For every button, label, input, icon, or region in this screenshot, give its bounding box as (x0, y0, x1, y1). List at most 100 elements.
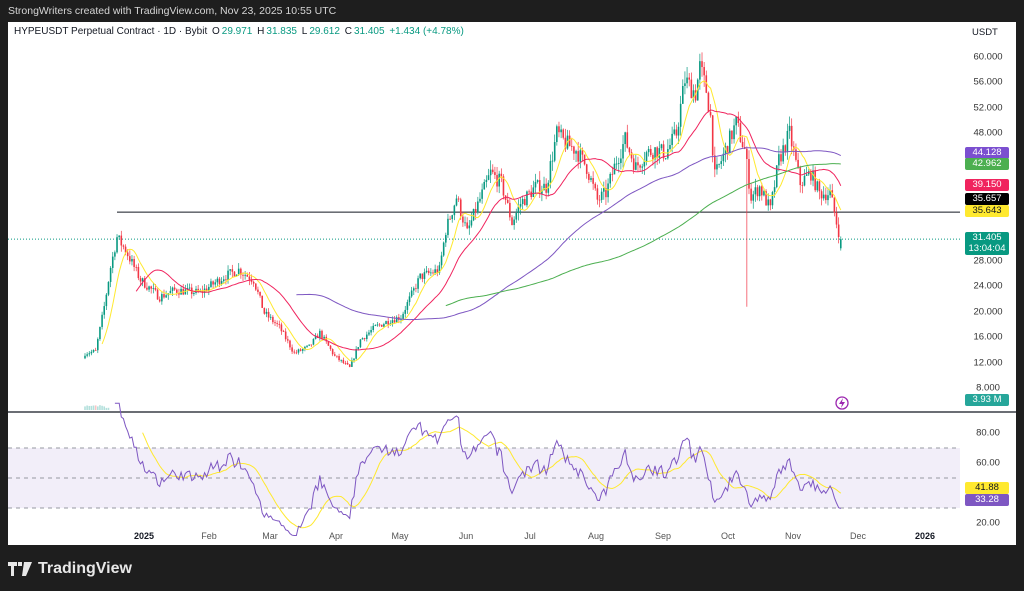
candle-body (654, 147, 656, 160)
candle-body (440, 255, 443, 266)
candle-body (310, 344, 313, 346)
candle-body (178, 292, 180, 295)
volume-bar (92, 405, 95, 410)
candle-body (436, 269, 439, 274)
candle-body (449, 218, 451, 220)
price-tick[interactable]: 12.000 (973, 357, 1003, 369)
candle-body (193, 292, 195, 295)
candle-body (643, 161, 646, 167)
candle-body (797, 159, 799, 168)
candle-body (169, 290, 172, 294)
candle-body (692, 90, 695, 99)
price-tick[interactable]: 60.000 (973, 51, 1003, 63)
rsi-tick[interactable]: 60.00 (976, 457, 1000, 469)
candle-body (558, 126, 560, 133)
candle-body (208, 286, 210, 292)
candle-body (97, 339, 99, 351)
candle-body (210, 281, 212, 287)
time-tick-sep: Sep (654, 531, 672, 541)
price-tick[interactable]: 48.000 (973, 127, 1003, 139)
rsi-tick[interactable]: 20.00 (976, 517, 1000, 529)
price-label: 39.150 (965, 179, 1009, 191)
candle-body (372, 325, 375, 330)
candle-body (658, 148, 661, 158)
candle-body (590, 178, 592, 180)
volume-bar (107, 407, 110, 410)
chart-credit: StrongWriters created with TradingView.c… (8, 5, 337, 17)
candle-body (639, 165, 641, 168)
candle-body (645, 152, 648, 162)
candle-body (780, 154, 782, 162)
candle-body (184, 289, 187, 295)
candle-body (577, 151, 579, 162)
symbol-legend: HYPEUSDT Perpetual Contract · 1D · Bybit… (14, 26, 466, 37)
candle-body (664, 158, 667, 160)
candle-body (579, 150, 582, 162)
candle-body (295, 352, 298, 354)
candle-body (477, 201, 479, 213)
rsi-label: 33.28 (965, 494, 1009, 506)
brand-name: TradingView (38, 560, 132, 577)
price-tick[interactable]: 20.000 (973, 306, 1003, 318)
symbol-title[interactable]: HYPEUSDT Perpetual Contract · 1D · Bybit (14, 26, 208, 37)
candle-body (517, 206, 520, 214)
candle-body (261, 295, 264, 308)
candle-body (344, 362, 347, 364)
candle-body (269, 316, 272, 318)
price-tick[interactable]: 28.000 (973, 255, 1003, 267)
candle-body (603, 188, 605, 192)
candle-body (494, 172, 496, 175)
candle-body (839, 239, 842, 249)
candle-body (679, 103, 682, 127)
candle-body (532, 187, 535, 198)
candle-body (220, 281, 223, 285)
candle-body (135, 266, 138, 268)
price-tick[interactable]: 16.000 (973, 331, 1003, 343)
candle-body (735, 116, 737, 126)
candle-body (814, 170, 816, 191)
price-tick[interactable]: 8.000 (976, 382, 1000, 394)
time-tick-jul: Jul (524, 531, 536, 541)
open-label: O (212, 26, 220, 37)
candle-body (146, 287, 148, 290)
price-unit[interactable]: USDT (972, 27, 998, 38)
time-tick-mar: Mar (262, 531, 278, 541)
candle-body (829, 190, 831, 196)
rsi-tick[interactable]: 80.00 (976, 427, 1000, 439)
candle-body (267, 311, 270, 318)
candle-body (722, 153, 725, 162)
candle-body (84, 355, 86, 359)
time-tick-may: May (391, 531, 409, 541)
candle-body (434, 269, 436, 274)
candle-body (669, 145, 671, 150)
candle-body (139, 278, 142, 282)
candle-body (366, 334, 368, 340)
candle-body (795, 149, 797, 160)
price-tick[interactable]: 24.000 (973, 280, 1003, 292)
candle-body (387, 321, 389, 325)
candle-body (131, 259, 133, 262)
candle-body (515, 213, 518, 220)
price-label: 42.962 (965, 158, 1009, 170)
price-tick[interactable]: 52.000 (973, 102, 1003, 114)
candle-body (799, 167, 802, 186)
price-tick[interactable]: 56.000 (973, 76, 1003, 88)
candle-body (551, 160, 554, 162)
candle-body (752, 194, 755, 201)
candle-body (481, 189, 483, 199)
candle-body (564, 137, 567, 149)
candle-body (526, 191, 528, 206)
candle-body (218, 278, 221, 285)
candle-body (124, 246, 127, 253)
candle-body (114, 252, 116, 257)
candle-body (291, 347, 293, 352)
candle-body (129, 256, 131, 262)
candle-body (383, 324, 385, 327)
candle-body (726, 146, 729, 154)
candle-body (596, 188, 599, 200)
candle-body (321, 330, 323, 339)
candle-body (161, 294, 163, 302)
candle-body (711, 115, 714, 156)
volume-bar (84, 406, 86, 410)
